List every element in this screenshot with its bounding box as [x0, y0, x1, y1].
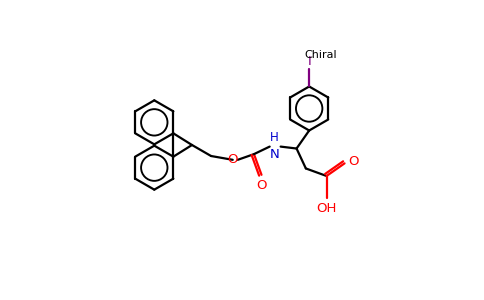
Text: O: O — [256, 179, 267, 192]
Text: Chiral: Chiral — [305, 50, 337, 60]
Text: O: O — [227, 153, 238, 166]
Text: I: I — [307, 55, 311, 68]
Text: H: H — [270, 130, 279, 144]
Text: OH: OH — [317, 202, 337, 215]
Text: O: O — [348, 155, 359, 168]
Text: N: N — [270, 148, 280, 160]
